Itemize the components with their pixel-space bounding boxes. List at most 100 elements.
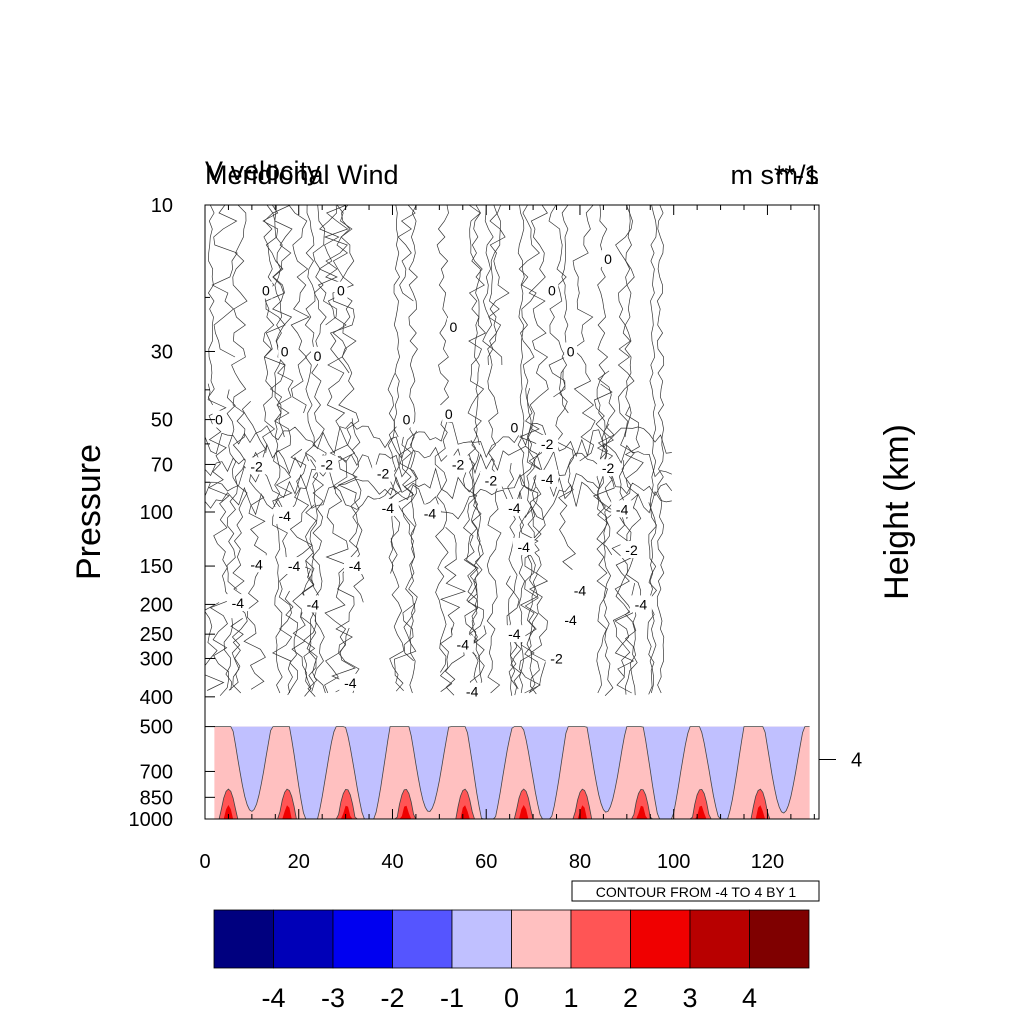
contour-label-bg (334, 281, 348, 299)
contour-line (207, 383, 232, 696)
y-tick-label: 50 (151, 410, 173, 432)
colorbar-label: 3 (682, 983, 697, 1013)
contour-label: -4 (517, 539, 530, 555)
x-tick-label: 100 (657, 851, 690, 873)
contour-line (439, 627, 453, 692)
y-tick-label: 10 (151, 195, 173, 217)
contour-label-bg (283, 557, 306, 575)
y-tick-label: 1000 (129, 809, 174, 831)
contour-label-bg (564, 342, 578, 360)
contour-label-bg (245, 555, 268, 573)
contour-line (288, 205, 310, 414)
contour-line (510, 640, 522, 690)
title-right-line1: m s**-1 (730, 160, 819, 190)
filled-contour-lines (214, 726, 810, 819)
contour-label-bg (339, 673, 362, 691)
contour-label-bg (442, 405, 456, 423)
contour-line (517, 205, 526, 694)
contour-label-bg (447, 455, 470, 473)
contour-line (317, 205, 340, 326)
colorbar-box (213, 909, 274, 969)
contour-line (596, 205, 609, 694)
title-left-line1: V velocity (205, 156, 321, 186)
x-tick-label: 120 (751, 851, 784, 873)
contour-label-bg (507, 418, 521, 436)
contour-label: -4 (382, 500, 395, 516)
contour-line (308, 459, 320, 692)
x-tick-label: 60 (475, 851, 497, 873)
contour-label-bg (629, 595, 652, 613)
contour-label-bg (536, 434, 559, 452)
contour-label: -4 (508, 500, 521, 516)
contour-line (555, 369, 576, 570)
contour-label: -2 (250, 458, 263, 474)
colorbar-label: -3 (321, 983, 345, 1013)
contour-line (624, 205, 632, 438)
contour-label-bg (343, 557, 366, 575)
contour-line (304, 205, 316, 462)
contour-label: 0 (337, 283, 345, 299)
contour-label-bg (400, 410, 414, 428)
contour-label-bg (545, 281, 559, 299)
contour-label-bg (512, 537, 535, 555)
contour-label: 0 (314, 348, 322, 364)
contour-label: -4 (349, 558, 362, 574)
contour-label-bg (451, 635, 474, 653)
contour-line (649, 205, 657, 694)
contour-label: 0 (604, 251, 612, 267)
contour-line (482, 205, 494, 366)
contour-label-bg (620, 541, 643, 559)
contour-line (272, 205, 294, 694)
contour-label-bg (278, 342, 292, 360)
contour-labels: 0 0 0 0 0 0 0 0 0 0 0 0 -2 -2 -2 -2 -2 -2 -2 -4 -4 -4 -4 -4 -4 -4… (212, 250, 652, 700)
contour-line (211, 205, 238, 358)
right-tick-label: 4 (851, 749, 862, 771)
contour-label: 0 (215, 412, 223, 428)
contour-label: -4 (508, 626, 521, 642)
colorbar-box (511, 909, 572, 969)
contour-band-line (205, 465, 673, 500)
contour-label: 0 (450, 319, 458, 335)
right-axis-label: Height (km) (878, 424, 916, 600)
y-axis-label: Pressure (70, 444, 108, 580)
negative-lobes (214, 726, 810, 819)
contour-label-bg (536, 469, 559, 487)
contour-label: -4 (541, 471, 554, 487)
contour-band-line (205, 443, 672, 478)
contour-line (462, 455, 479, 649)
contour-line (592, 383, 616, 521)
title-left-line2: Meridional Wind (205, 160, 399, 190)
right-titles: m s**-1 m/s (730, 160, 819, 190)
contour-label: -2 (625, 542, 638, 558)
contour-line (311, 205, 327, 694)
contour-line (274, 205, 283, 694)
colorbar-box (630, 909, 691, 969)
contour-label-bg (212, 410, 226, 428)
contour-line (486, 205, 502, 694)
colorbar-box (570, 909, 631, 969)
x-tick-label: 20 (288, 851, 310, 873)
colorbar-label: -2 (380, 983, 404, 1013)
line-contours (205, 205, 673, 697)
contour-label: -4 (232, 595, 245, 611)
contour-label: -4 (424, 505, 437, 521)
contour-label: -2 (550, 650, 563, 666)
contour-label: 0 (262, 283, 270, 299)
contour-line (207, 205, 215, 406)
title-right-line2: m/s (776, 160, 820, 190)
contour-label: 0 (445, 406, 453, 422)
two-contour-line (214, 788, 810, 819)
colorbar-box (689, 909, 750, 969)
colorbar-box (451, 909, 512, 969)
colorbar-box (332, 909, 393, 969)
contour-label: -4 (250, 556, 263, 572)
contour-line (289, 448, 315, 690)
contour-label: 0 (281, 343, 289, 359)
contour-label: 0 (403, 412, 411, 428)
contour-label-bg (226, 594, 249, 612)
contour-line (434, 408, 449, 673)
contour-label-bg (503, 498, 526, 516)
y-tick-label: 30 (151, 341, 173, 363)
contour-line (350, 418, 365, 603)
